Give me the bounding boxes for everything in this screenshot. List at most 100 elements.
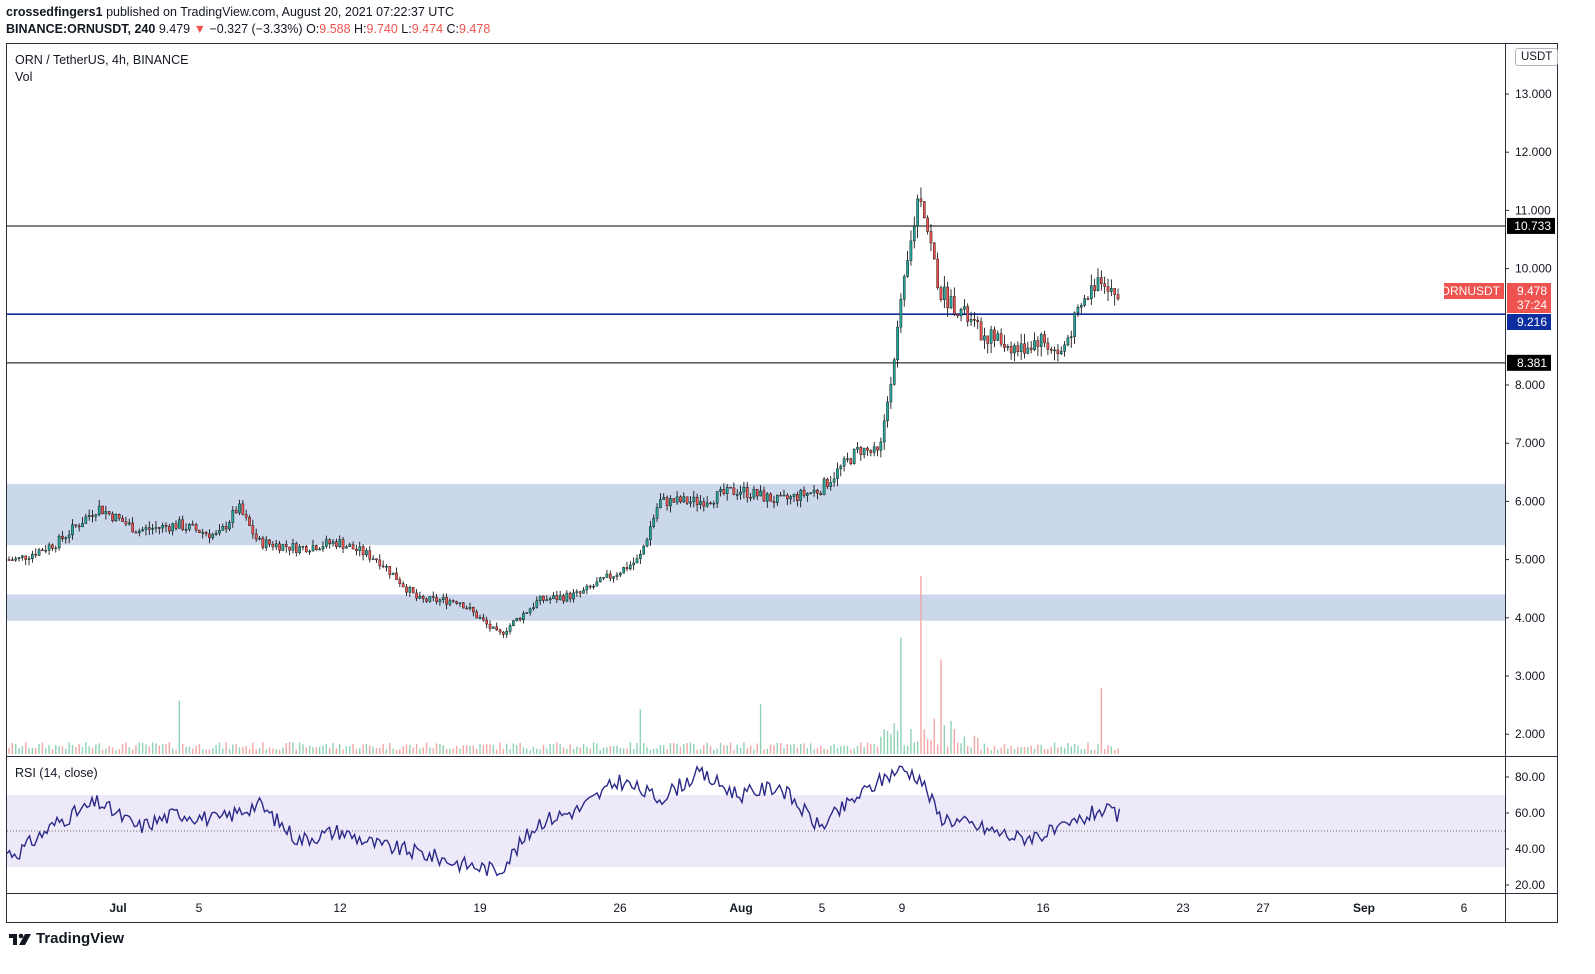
- candle-body: [261, 537, 265, 548]
- volume-bar: [225, 742, 227, 754]
- candle-body: [1063, 344, 1066, 352]
- candle-body: [178, 519, 181, 529]
- candle-body: [315, 545, 318, 551]
- volume-bar: [1097, 744, 1099, 754]
- candle-body: [619, 572, 622, 576]
- candle-body: [338, 539, 342, 547]
- volume-bar: [806, 748, 809, 754]
- volume-bar: [161, 743, 164, 754]
- volume-bar: [165, 744, 167, 754]
- level-label-lower: 8.381: [1517, 356, 1547, 370]
- volume-bar: [803, 743, 805, 754]
- volume-bar: [589, 748, 591, 754]
- currency-unit-button[interactable]: USDT: [1515, 48, 1559, 66]
- tradingview-logo[interactable]: TradingView: [8, 930, 124, 947]
- candle-body: [846, 458, 849, 460]
- volume-bar: [75, 747, 77, 754]
- volume-bar: [943, 725, 946, 754]
- volume-bar: [449, 748, 451, 754]
- volume-bar: [653, 748, 655, 754]
- candle-body: [154, 527, 158, 529]
- price-tick-label: 12.000: [1515, 145, 1552, 159]
- candle-body: [298, 546, 301, 553]
- volume-bar: [395, 749, 398, 754]
- rsi-line[interactable]: [6, 764, 1121, 877]
- candle-body: [886, 401, 889, 422]
- candle-body: [832, 478, 836, 483]
- candle-body: [415, 592, 418, 599]
- volume-bar: [178, 700, 181, 754]
- volume-bar: [65, 748, 67, 754]
- volume-bar: [970, 747, 972, 754]
- volume-legend[interactable]: Vol: [15, 70, 33, 84]
- candle-body: [158, 527, 161, 529]
- volume-bar: [1080, 749, 1082, 754]
- candle-body: [71, 524, 74, 536]
- volume-bar: [716, 748, 718, 754]
- volume-bar: [659, 744, 662, 754]
- volume-bar: [35, 748, 37, 754]
- candle-body: [208, 533, 211, 539]
- volume-bar: [813, 749, 815, 754]
- candle-body: [228, 522, 231, 530]
- candle-body: [84, 516, 88, 524]
- volume-bar: [556, 742, 558, 754]
- candle-body: [822, 478, 826, 495]
- candle-body: [1096, 277, 1100, 292]
- candle-body: [258, 537, 261, 540]
- candle-body: [288, 546, 291, 551]
- candle-body: [251, 525, 255, 535]
- candle-body: [1039, 334, 1043, 347]
- volume-bar: [636, 742, 638, 754]
- author-name[interactable]: crossedfingers1: [6, 5, 103, 19]
- candle-body: [722, 489, 726, 494]
- candle-body: [792, 494, 796, 497]
- volume-bar: [579, 747, 581, 754]
- volume-bar: [743, 742, 745, 754]
- candle-body: [639, 553, 642, 559]
- candle-body: [328, 539, 331, 544]
- volume-bar: [950, 720, 952, 754]
- candle-body: [545, 599, 549, 602]
- volume-bar: [465, 745, 468, 754]
- candle-body: [906, 260, 909, 277]
- candle-body: [725, 486, 729, 494]
- candle-body: [131, 522, 134, 533]
- candle-body: [542, 595, 545, 601]
- main-legend[interactable]: ORN / TetherUS, 4h, BINANCE: [15, 53, 189, 67]
- candle-body: [976, 319, 980, 323]
- candle-body: [7, 559, 11, 561]
- volume-bar: [215, 744, 217, 754]
- time-axis-label: 23: [1176, 901, 1190, 915]
- volume-bar: [379, 748, 381, 754]
- volume-bar: [586, 746, 588, 754]
- volume-bar: [953, 729, 956, 754]
- volume-bar: [793, 743, 795, 754]
- volume-bar: [482, 744, 485, 754]
- candle-body: [1033, 340, 1036, 350]
- candle-body: [485, 619, 488, 625]
- candle-body: [107, 511, 111, 515]
- volume-bar: [850, 749, 852, 754]
- candle-body: [1056, 349, 1060, 355]
- candle-body: [301, 546, 305, 548]
- volume-bar: [663, 745, 665, 754]
- volume-bar: [1023, 746, 1026, 754]
- candle-body: [1086, 298, 1090, 300]
- rsi-legend[interactable]: RSI (14, close): [15, 766, 98, 780]
- volume-bar: [278, 749, 281, 754]
- volume-bar: [569, 744, 571, 754]
- candle-body: [458, 602, 462, 605]
- volume-bar: [876, 746, 879, 754]
- candle-body: [361, 546, 365, 556]
- candle-body: [879, 441, 883, 451]
- candle-body: [1083, 298, 1086, 306]
- volume-bar: [369, 745, 371, 754]
- volume-bar: [846, 745, 849, 754]
- high-label: H:: [354, 22, 367, 36]
- volume-bar: [776, 742, 779, 754]
- volume-bar: [529, 749, 531, 754]
- candle-body: [882, 420, 886, 443]
- volume-bar: [188, 746, 191, 754]
